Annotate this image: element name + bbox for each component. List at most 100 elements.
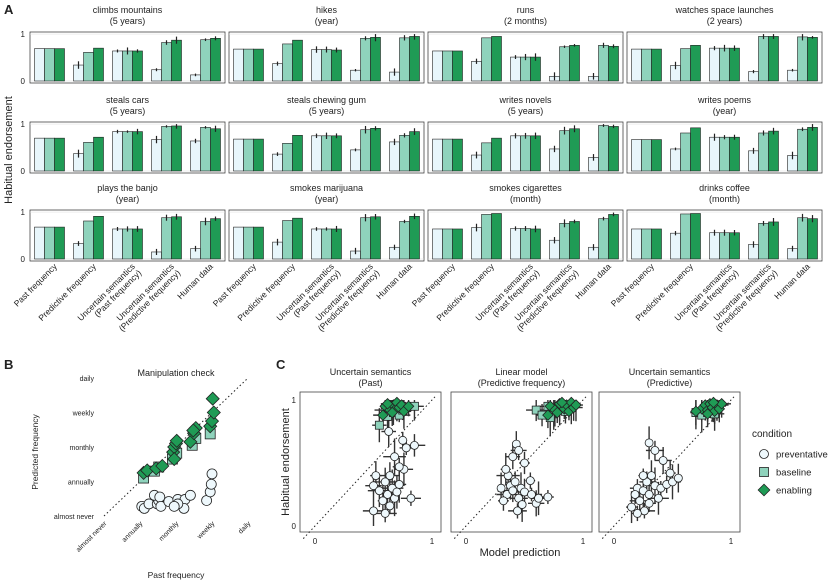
y-tick-label: 0: [21, 77, 26, 86]
y-tick-label: almost never: [54, 514, 95, 521]
bar: [807, 127, 818, 172]
legend-key-preventative: [759, 449, 769, 459]
bar: [200, 221, 211, 260]
point-preventative: [406, 493, 416, 503]
bar: [520, 228, 531, 260]
bar: [768, 130, 779, 172]
bar: [797, 36, 808, 82]
bar: [233, 226, 244, 260]
bar: [491, 213, 502, 260]
bar: [350, 149, 361, 172]
bar: [132, 228, 143, 260]
point-preventative: [374, 486, 384, 496]
point-preventative: [517, 500, 527, 509]
point-preventative: [205, 478, 217, 490]
bar: [719, 232, 730, 260]
facet-title: Uncertain semantics: [629, 367, 711, 377]
bar: [321, 135, 332, 172]
bar: [311, 49, 322, 82]
bar: [243, 48, 254, 82]
bar: [122, 228, 133, 260]
point-preventative: [644, 438, 654, 448]
point-preventative: [630, 490, 640, 499]
bar: [243, 226, 254, 260]
point-preventative: [496, 483, 506, 493]
bar: [409, 36, 420, 82]
bar: [83, 220, 94, 260]
x-tick-label: 0: [313, 537, 318, 546]
bar: [370, 128, 381, 172]
bar: [292, 217, 303, 260]
bar: [243, 138, 254, 172]
bar: [253, 226, 264, 260]
bar: [331, 49, 342, 82]
point-enabling: [570, 399, 582, 411]
point-preventative: [380, 477, 390, 487]
bar: [452, 50, 463, 82]
bar: [151, 139, 162, 172]
scatter-facet-2: Uncertain semantics(Predictive) 0 1: [598, 367, 741, 546]
point-preventative: [378, 496, 388, 506]
bar: [797, 128, 808, 172]
bar: [200, 127, 211, 172]
facet-title: runs: [517, 5, 535, 15]
point-preventative: [394, 462, 404, 472]
point-preventative: [513, 506, 522, 516]
point-preventative: [638, 471, 648, 481]
facet-title: steals chewing gum: [287, 95, 366, 105]
y-axis-label: Predicted frequency: [30, 413, 40, 489]
facet-subtitle: (year): [713, 106, 737, 116]
bar: [210, 38, 221, 82]
bar: [112, 228, 123, 260]
bar: [321, 49, 332, 82]
point-preventative: [168, 500, 180, 512]
bar: [758, 223, 769, 260]
bar: [680, 213, 691, 260]
bar: [44, 48, 55, 82]
bar: [292, 39, 303, 82]
facet-title: steals cars: [106, 95, 150, 105]
facet-subtitle: (month): [709, 194, 740, 204]
identity-line: [302, 395, 436, 539]
point-preventative: [673, 473, 683, 483]
bar: [44, 226, 55, 260]
bar: [680, 48, 691, 82]
bar: [112, 50, 123, 82]
bar: [151, 69, 162, 82]
point-enabling: [155, 458, 170, 474]
facet-6: writes novels(5 years): [427, 95, 624, 174]
x-tick-label: Human data: [175, 261, 215, 301]
bar: [608, 45, 619, 82]
facet-11: drinks coffee(month)Past frequencyPredic…: [609, 183, 823, 333]
facet-0: climbs mountains(5 years) 1 0: [21, 5, 226, 86]
bar: [631, 228, 642, 260]
point-preventative: [392, 487, 402, 497]
bar: [452, 138, 463, 172]
point-preventative: [644, 498, 654, 508]
point-preventative: [534, 493, 543, 503]
point-preventative: [184, 489, 196, 501]
scatter-facet-0: Uncertain semantics(Past) 0 1 1 0: [292, 367, 442, 546]
y-tick-label: 0: [21, 167, 26, 176]
bar: [399, 37, 410, 82]
legend-title: condition: [752, 429, 792, 440]
bar: [768, 221, 779, 260]
panel-label-a: A: [4, 2, 14, 17]
bar: [709, 47, 720, 82]
bar: [598, 218, 609, 260]
point-baseline: [374, 420, 384, 430]
y-tick-label: 0: [21, 255, 26, 264]
point-baseline: [531, 405, 541, 415]
bar: [631, 48, 642, 82]
point-enabling: [690, 405, 702, 418]
bar: [171, 125, 182, 172]
point-preventative: [650, 445, 660, 455]
bar: [292, 135, 303, 172]
facet-10: smokes cigarettes(month)Past frequencyPr…: [410, 183, 624, 333]
facet-3: watches space launches(2 years): [626, 5, 823, 84]
facet-title: smokes marijuana: [290, 183, 363, 193]
point-enabling: [167, 452, 182, 467]
x-tick-label: 1: [581, 537, 586, 546]
bar: [233, 48, 244, 82]
bar: [491, 137, 502, 172]
